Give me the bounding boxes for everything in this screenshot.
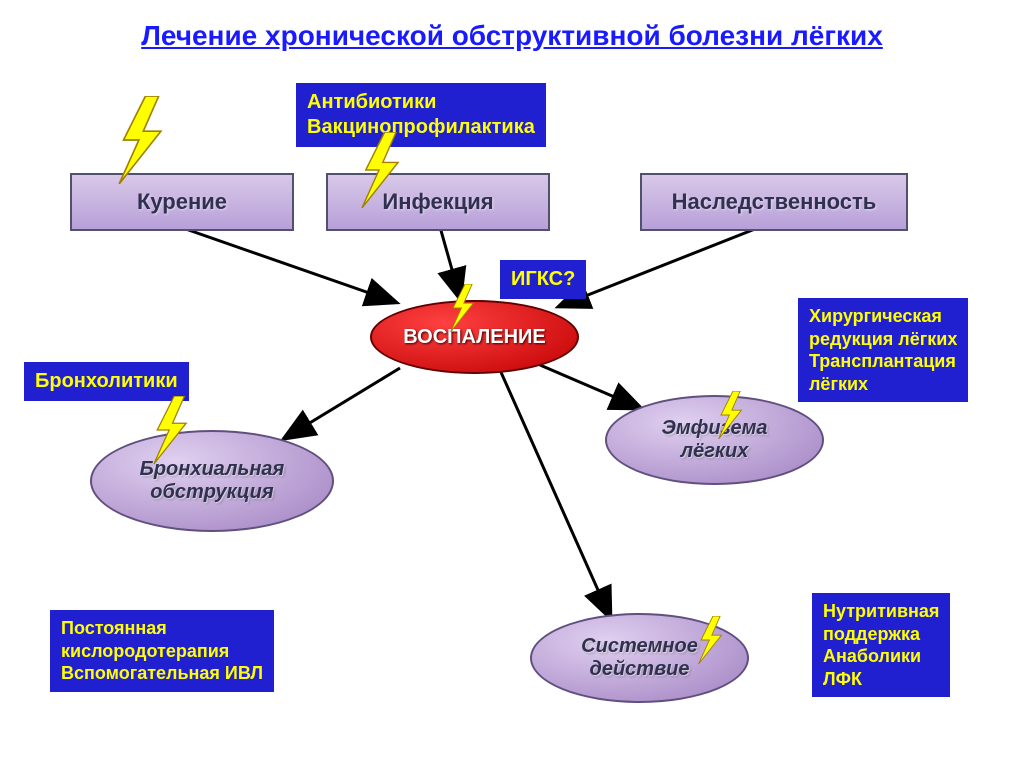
lightning-icon <box>444 284 480 332</box>
label-igks: ИГКС? <box>500 260 586 299</box>
lightning-icon <box>712 391 748 439</box>
label-antibiotics: АнтибиотикиВакцинопрофилактика <box>296 83 546 147</box>
lightning-icon <box>692 616 728 664</box>
label-surgery: Хирургическаяредукция лёгкихТрансплантац… <box>798 298 968 402</box>
node-heredity: Наследственность <box>640 173 908 231</box>
label-oxygen-therapy: ПостояннаякислородотерапияВспомогательна… <box>50 610 274 692</box>
lightning-icon <box>107 96 173 184</box>
lightning-icon <box>145 396 196 464</box>
node-bronchial-obstruction: Бронхиальнаяобструкция <box>90 430 334 532</box>
page-title: Лечение хронической обструктивной болезн… <box>55 20 969 52</box>
label-nutrition: НутритивнаяподдержкаАнаболикиЛФК <box>812 593 950 697</box>
lightning-icon <box>352 132 409 208</box>
node-smoking: Курение <box>70 173 294 231</box>
